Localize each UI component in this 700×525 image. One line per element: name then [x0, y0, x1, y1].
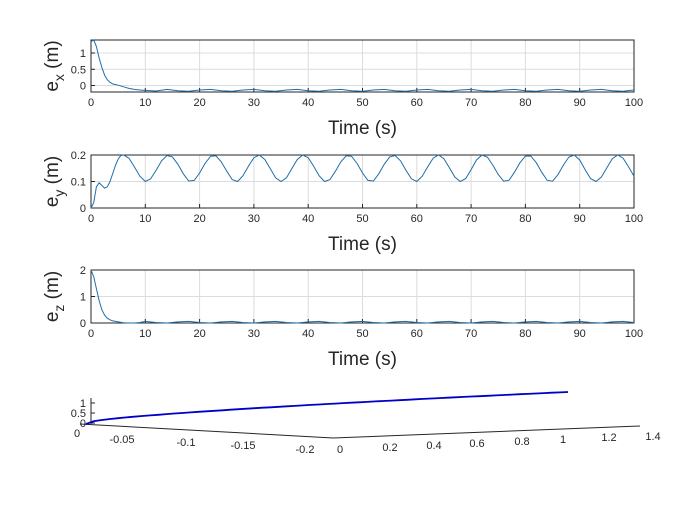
axes-frame [90, 154, 635, 209]
z-tick-label: 0.5 [71, 408, 86, 420]
trajectory-line [85, 391, 569, 425]
y-tick-label: 0 [80, 81, 86, 93]
x-tick-label: 40 [302, 328, 314, 340]
y-tick-label: 2 [80, 265, 86, 277]
x-tick-label: 30 [248, 328, 260, 340]
x-tick-label: 20 [193, 97, 205, 109]
axis-tick-label: 1.4 [645, 431, 660, 443]
axis-tick-label: 0.2 [382, 442, 397, 454]
x-tick-label: 0 [88, 97, 94, 109]
y-tick-label: 0.5 [71, 64, 86, 76]
subplot-3: 0 10 20 30 40 50 60 70 80 90 100 0 1 2 Time (s) ez (m) [42, 265, 643, 370]
x-tick-label: 70 [465, 213, 477, 225]
axis-tick-label: 0.8 [514, 436, 529, 448]
axis-tick-label: 0.4 [426, 440, 441, 452]
subplot-2: 0 10 20 30 40 50 60 70 80 90 100 0 0.1 0.2 Time (s) ey … [42, 150, 643, 255]
x-tick-label: 40 [302, 97, 314, 109]
subplot-3d: 00.510 -0.05 -0.1 -0.15 -0.2 0 0.2 0.4 0.6 0.8 1 1.… [71, 391, 661, 456]
axes-frame [90, 39, 635, 93]
y-axis-label: ey (m) [42, 156, 67, 207]
x-axis-label: Time (s) [328, 234, 397, 255]
axis-tick-label: -0.1 [177, 437, 196, 449]
x-tick-label: 100 [625, 328, 643, 340]
series-line-1 [90, 154, 635, 209]
axis-tick-label: 0 [337, 444, 343, 456]
x-tick-label: 10 [139, 213, 151, 225]
x-tick-label: 70 [465, 97, 477, 109]
x-tick-label: 20 [193, 213, 205, 225]
axis-tick-label: -0.05 [109, 434, 134, 446]
x-axis-line [79, 423, 334, 439]
x-tick-label: 80 [519, 328, 531, 340]
axis-tick-label: -0.2 [296, 444, 315, 456]
x-tick-label: 80 [519, 97, 531, 109]
x-tick-label: 60 [411, 328, 423, 340]
y-tick-label: 1 [80, 48, 86, 60]
x-tick-label: 50 [356, 97, 368, 109]
x-tick-label: 10 [139, 328, 151, 340]
x-tick-label: 20 [193, 328, 205, 340]
x-tick-label: 40 [302, 213, 314, 225]
subplot-1: 0 10 20 30 40 50 60 70 80 90 100 0 0.5 1 Time (s) ex (m… [42, 39, 643, 139]
x-tick-label: 90 [574, 97, 586, 109]
axis-tick-label: 0.6 [469, 438, 484, 450]
y-axis-label: ex (m) [42, 40, 67, 91]
x-tick-label: 80 [519, 213, 531, 225]
x-tick-label: 70 [465, 328, 477, 340]
axis-tick-label: 1.2 [601, 432, 616, 444]
x-tick-label: 30 [248, 213, 260, 225]
series-line-1 [90, 269, 635, 324]
x-tick-label: 90 [574, 328, 586, 340]
x-tick-label: 60 [411, 213, 423, 225]
axis-tick-label: 1 [560, 434, 566, 446]
y-axis-label: ez (m) [42, 271, 67, 322]
x-tick-label: 0 [88, 213, 94, 225]
y-tick-label: 0 [80, 203, 86, 215]
y-axis-line [332, 425, 641, 439]
z-tick-label: 1 [80, 398, 86, 410]
axes-frame [90, 269, 635, 324]
x-tick-label: 100 [625, 97, 643, 109]
x-axis-label: Time (s) [328, 349, 397, 370]
corner-tick-label: 0 [74, 428, 80, 440]
y-tick-label: 0.2 [71, 150, 86, 162]
x-tick-label: 30 [248, 97, 260, 109]
y-tick-label: 0.1 [71, 177, 86, 189]
x-axis-label: Time (s) [328, 118, 397, 139]
z-tick-label: 0 [80, 418, 86, 430]
x-tick-label: 100 [625, 213, 643, 225]
series-line-1 [90, 39, 635, 92]
x-tick-label: 0 [88, 328, 94, 340]
y-tick-label: 1 [80, 292, 86, 304]
x-tick-label: 50 [356, 328, 368, 340]
x-tick-label: 90 [574, 213, 586, 225]
axis-tick-label: -0.15 [230, 440, 255, 452]
x-tick-label: 60 [411, 97, 423, 109]
x-tick-label: 10 [139, 97, 151, 109]
y-tick-label: 0 [80, 318, 86, 330]
x-tick-label: 50 [356, 213, 368, 225]
